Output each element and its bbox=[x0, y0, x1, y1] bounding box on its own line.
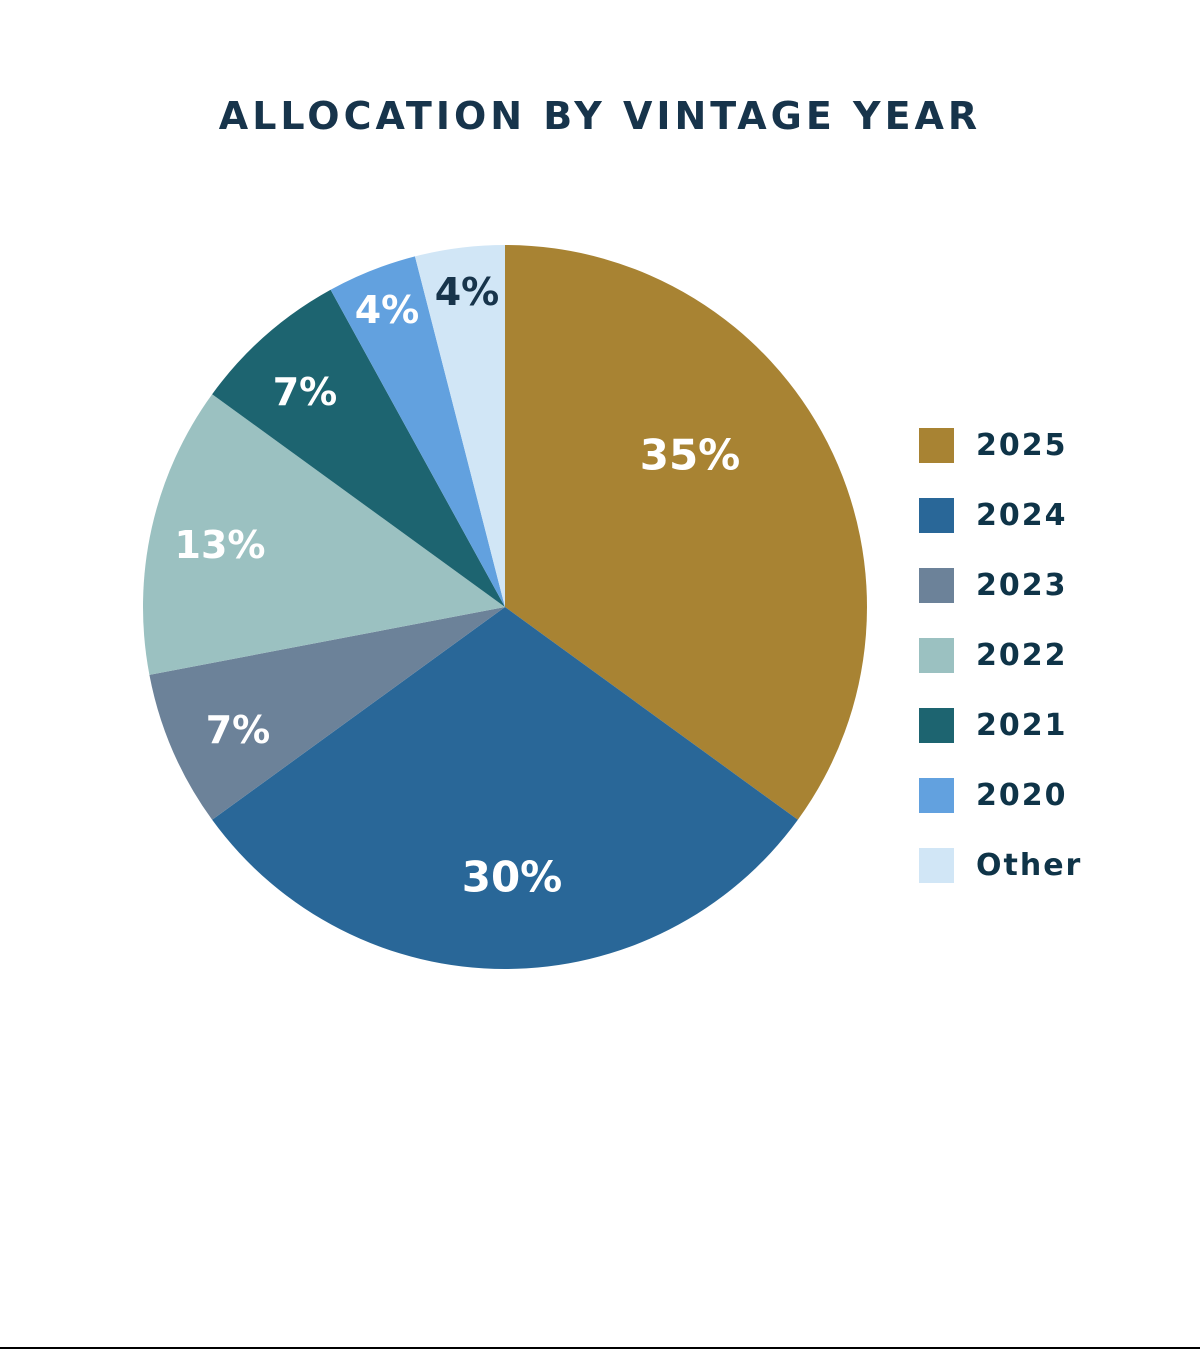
pie-slice-2020 bbox=[330, 256, 505, 607]
pie-slice-2025 bbox=[505, 245, 867, 820]
pie-slice-2022 bbox=[143, 394, 505, 675]
legend-label: 2023 bbox=[976, 568, 1068, 603]
pie-slice-2023 bbox=[149, 607, 505, 820]
data-label-2024: 30% bbox=[462, 853, 563, 902]
legend-item-2020: 2020 bbox=[919, 778, 1068, 813]
data-label-2025: 35% bbox=[640, 431, 741, 480]
legend-item-2021: 2021 bbox=[919, 708, 1068, 743]
legend-swatch bbox=[919, 428, 954, 463]
chart-title: ALLOCATION BY VINTAGE YEAR bbox=[218, 94, 982, 138]
legend-label: 2025 bbox=[976, 428, 1068, 463]
legend-swatch bbox=[919, 498, 954, 533]
pie-slice-other bbox=[414, 245, 505, 607]
legend-label: 2021 bbox=[976, 708, 1068, 743]
data-label-2021: 7% bbox=[273, 370, 338, 414]
legend-label: 2022 bbox=[976, 638, 1068, 673]
legend-label: 2024 bbox=[976, 498, 1068, 533]
legend-item-2025: 2025 bbox=[919, 428, 1068, 463]
pie-slice-2021 bbox=[212, 289, 505, 607]
legend-label: Other bbox=[976, 848, 1083, 883]
data-label-2023: 7% bbox=[206, 708, 271, 752]
legend-swatch bbox=[919, 638, 954, 673]
data-label-2020: 4% bbox=[355, 288, 420, 332]
legend-swatch bbox=[919, 778, 954, 813]
legend-label: 2020 bbox=[976, 778, 1068, 813]
data-label-2022: 13% bbox=[175, 523, 266, 567]
data-label-other: 4% bbox=[435, 270, 500, 314]
legend-item-other: Other bbox=[919, 848, 1082, 883]
legend-swatch bbox=[919, 568, 954, 603]
legend-swatch bbox=[919, 848, 954, 883]
legend-item-2024: 2024 bbox=[919, 498, 1068, 533]
bottom-divider bbox=[0, 1347, 1200, 1349]
legend-item-2022: 2022 bbox=[919, 638, 1068, 673]
legend-swatch bbox=[919, 708, 954, 743]
pie-slice-2024 bbox=[212, 607, 798, 970]
legend-item-2023: 2023 bbox=[919, 568, 1068, 603]
